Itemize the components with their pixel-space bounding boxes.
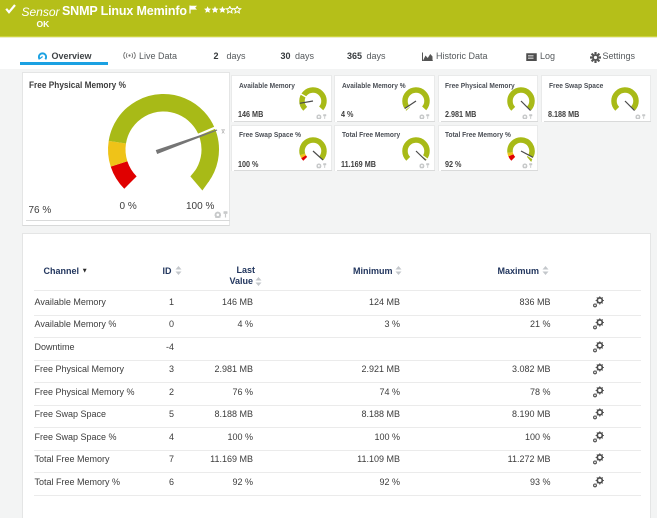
svg-text:x̅: x̅ (221, 129, 225, 136)
